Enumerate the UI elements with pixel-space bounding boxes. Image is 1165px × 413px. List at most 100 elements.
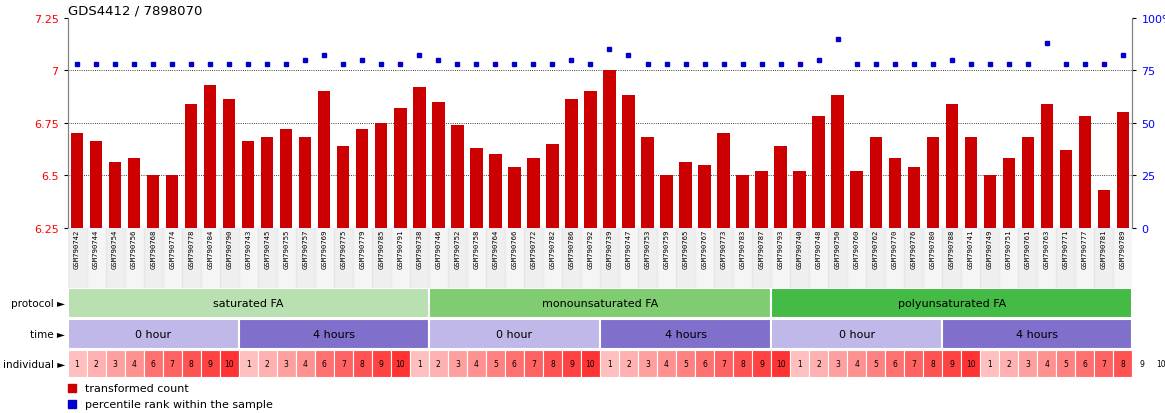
Bar	[280, 130, 292, 228]
Text: GSM790738: GSM790738	[416, 229, 423, 268]
Bar	[965, 138, 977, 228]
Text: 3: 3	[835, 359, 840, 368]
Text: 9: 9	[569, 359, 574, 368]
Text: 0 hour: 0 hour	[839, 329, 875, 339]
Text: GSM790756: GSM790756	[132, 229, 137, 268]
Bar	[810, 350, 828, 377]
Bar	[657, 228, 676, 288]
Text: GSM790793: GSM790793	[777, 229, 784, 268]
Text: 2: 2	[93, 359, 99, 368]
Text: GSM790765: GSM790765	[683, 229, 689, 268]
Bar	[923, 350, 942, 377]
Text: 8: 8	[740, 359, 744, 368]
Bar	[696, 350, 714, 377]
Bar	[790, 350, 810, 377]
Text: 2: 2	[436, 359, 440, 368]
Bar	[622, 96, 635, 228]
Text: GSM790770: GSM790770	[891, 229, 898, 268]
Text: GSM790775: GSM790775	[340, 229, 346, 268]
Text: GSM790739: GSM790739	[607, 229, 613, 268]
Bar	[771, 320, 942, 349]
Bar	[885, 350, 904, 377]
Bar	[942, 320, 1132, 349]
Text: 10: 10	[776, 359, 785, 368]
Bar	[261, 138, 274, 228]
Text: transformed count: transformed count	[85, 383, 189, 394]
Text: 7: 7	[1101, 359, 1107, 368]
Bar	[718, 134, 729, 228]
Bar	[163, 228, 182, 288]
Text: 8: 8	[931, 359, 935, 368]
Text: protocol ►: protocol ►	[12, 298, 65, 309]
Bar	[333, 228, 353, 288]
Bar	[733, 350, 753, 377]
Text: GSM790786: GSM790786	[569, 229, 574, 268]
Text: GSM790769: GSM790769	[322, 229, 327, 268]
Bar	[904, 350, 923, 377]
Text: GSM790787: GSM790787	[758, 229, 764, 268]
Text: 4: 4	[664, 359, 669, 368]
Text: GSM790764: GSM790764	[493, 229, 499, 268]
Bar	[771, 350, 790, 377]
Bar	[1132, 350, 1151, 377]
Bar	[923, 228, 942, 288]
Bar	[641, 138, 654, 228]
Bar	[1022, 138, 1035, 228]
Text: 8: 8	[360, 359, 365, 368]
Bar	[1057, 350, 1075, 377]
Text: 9: 9	[949, 359, 954, 368]
Bar	[946, 104, 958, 228]
Bar	[793, 171, 806, 228]
Bar	[1018, 350, 1037, 377]
Bar	[86, 228, 106, 288]
Bar	[486, 350, 504, 377]
Bar	[90, 142, 103, 228]
Bar	[904, 228, 923, 288]
Text: GSM790782: GSM790782	[550, 229, 556, 268]
Bar	[414, 88, 425, 228]
Text: 7: 7	[911, 359, 916, 368]
Text: GSM790780: GSM790780	[930, 229, 935, 268]
Bar	[753, 350, 771, 377]
Bar	[68, 350, 86, 377]
Bar	[733, 228, 753, 288]
Bar	[447, 228, 467, 288]
Bar	[451, 126, 464, 228]
Text: 7: 7	[170, 359, 175, 368]
Bar	[204, 85, 217, 228]
Bar	[908, 167, 920, 228]
Bar	[600, 350, 619, 377]
Text: GSM790768: GSM790768	[150, 229, 156, 268]
Bar	[185, 104, 197, 228]
Text: GSM790752: GSM790752	[454, 229, 460, 268]
Text: GSM790758: GSM790758	[473, 229, 479, 268]
Text: 5: 5	[683, 359, 689, 368]
Text: GSM790792: GSM790792	[587, 229, 593, 268]
Text: GSM790761: GSM790761	[1025, 229, 1031, 268]
Text: polyunsaturated FA: polyunsaturated FA	[897, 298, 1005, 309]
Bar	[68, 228, 86, 288]
Bar	[504, 350, 524, 377]
Bar	[1075, 350, 1094, 377]
Bar	[866, 228, 885, 288]
Bar	[242, 142, 254, 228]
Bar	[696, 228, 714, 288]
Bar	[847, 350, 866, 377]
Text: 1: 1	[797, 359, 802, 368]
Bar	[68, 288, 429, 318]
Bar	[661, 176, 672, 228]
Bar	[885, 228, 904, 288]
Bar	[1114, 350, 1132, 377]
Bar	[356, 130, 368, 228]
Bar	[619, 350, 638, 377]
Bar	[850, 171, 863, 228]
Text: GSM790759: GSM790759	[664, 229, 670, 268]
Text: GSM790779: GSM790779	[359, 229, 366, 268]
Text: GSM790740: GSM790740	[797, 229, 803, 268]
Bar	[714, 350, 733, 377]
Bar	[983, 176, 996, 228]
Bar	[200, 228, 220, 288]
Bar	[296, 350, 315, 377]
Bar	[961, 228, 980, 288]
Bar	[546, 144, 559, 228]
